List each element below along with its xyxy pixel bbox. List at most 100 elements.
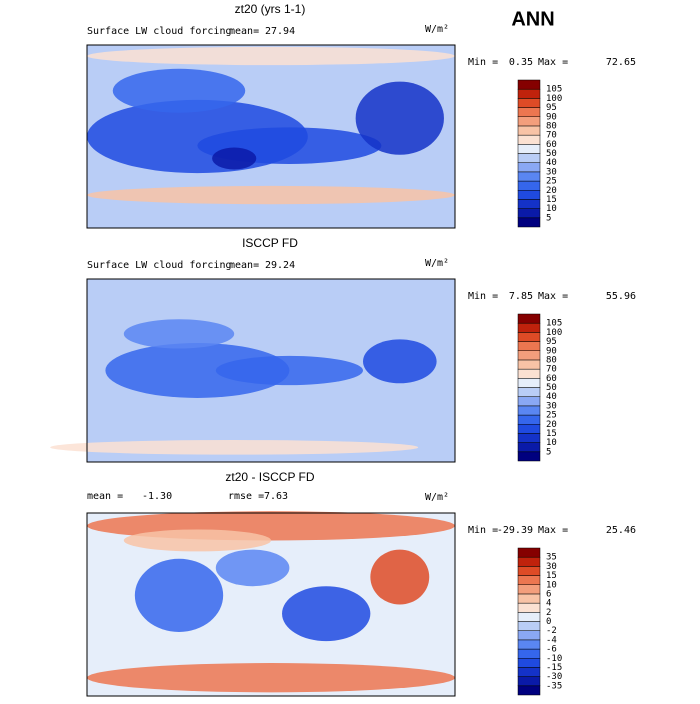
colorbar-box xyxy=(517,685,541,696)
map-region xyxy=(87,185,455,205)
mean-value: -1.30 xyxy=(142,491,172,502)
map-region xyxy=(87,663,455,693)
max-value: 25.46 xyxy=(606,525,636,536)
min-value: -29.39 xyxy=(497,525,533,536)
min-label: Min = xyxy=(468,525,498,536)
season-label: ANN xyxy=(511,8,554,30)
colorbar-box xyxy=(517,639,541,650)
panel-title: zt20 - ISCCP FD xyxy=(225,470,314,484)
rmse-label: rmse = xyxy=(228,491,264,502)
mean-label: mean= xyxy=(229,260,259,271)
variable-name: Surface LW cloud forcing xyxy=(87,26,232,37)
colorbar-box xyxy=(517,107,541,117)
colorbar-label: 20 xyxy=(546,420,557,430)
colorbar-box xyxy=(517,116,541,127)
colorbar-box xyxy=(517,451,541,462)
colorbar-label: 95 xyxy=(546,337,557,347)
colorbar-label: 60 xyxy=(546,140,557,150)
colorbar-box xyxy=(517,313,541,324)
colorbar-box xyxy=(517,171,541,182)
colorbar-box xyxy=(517,359,541,370)
map xyxy=(86,44,456,229)
map-region xyxy=(87,46,455,66)
colorbar-label: 5 xyxy=(546,447,551,457)
colorbar-box xyxy=(517,79,541,90)
colorbar-label: 105 xyxy=(546,85,562,95)
colorbar-label: 90 xyxy=(546,346,557,356)
map-frame xyxy=(86,512,456,697)
colorbar-box xyxy=(517,414,541,425)
panel-title: ISCCP FD xyxy=(242,236,298,250)
map xyxy=(86,511,456,697)
colorbar-label: 90 xyxy=(546,112,557,122)
colorbar-label: 50 xyxy=(546,149,557,159)
colorbar-box xyxy=(517,180,541,191)
colorbar-label: -6 xyxy=(546,645,557,655)
colorbar-label: 5 xyxy=(546,213,551,223)
colorbar-label: -2 xyxy=(546,626,557,636)
units: W/m² xyxy=(425,258,449,269)
max-label: Max = xyxy=(538,57,568,68)
colorbar-label: 25 xyxy=(546,411,557,421)
colorbar-label: 80 xyxy=(546,355,557,365)
mean-label: mean= xyxy=(229,26,259,37)
map-region xyxy=(105,343,290,398)
map-region xyxy=(112,68,246,113)
colorbar-box xyxy=(517,405,541,416)
map xyxy=(50,278,456,463)
colorbar-box xyxy=(517,153,541,163)
colorbar-box xyxy=(517,593,541,604)
max-value: 55.96 xyxy=(606,291,636,302)
colorbar-label: 70 xyxy=(546,365,557,375)
map-region xyxy=(282,586,371,642)
colorbar-box xyxy=(517,387,541,397)
colorbar-box xyxy=(517,88,541,99)
colorbar-box xyxy=(517,676,541,687)
colorbar-label: 40 xyxy=(546,158,557,168)
colorbar-box xyxy=(517,199,541,209)
colorbar-box xyxy=(517,368,541,379)
map-region xyxy=(355,81,444,155)
colorbar-label: 70 xyxy=(546,131,557,141)
colorbar-box xyxy=(517,602,541,613)
colorbar-box xyxy=(517,556,541,567)
colorbar-label: 2 xyxy=(546,608,551,618)
colorbar-box xyxy=(517,332,541,342)
colorbar-label: 30 xyxy=(546,562,557,572)
colorbar-label: -15 xyxy=(546,663,562,673)
colorbar-label: 60 xyxy=(546,374,557,384)
colorbar-label: 105 xyxy=(546,319,562,329)
colorbar-label: 50 xyxy=(546,383,557,393)
units: W/m² xyxy=(425,492,449,503)
colorbar-label: 40 xyxy=(546,392,557,402)
variable-name: Surface LW cloud forcing xyxy=(87,260,232,271)
colorbar-label: 100 xyxy=(546,94,562,104)
colorbar-box xyxy=(517,433,541,443)
map-region xyxy=(215,355,363,386)
colorbar-label: 30 xyxy=(546,401,557,411)
colorbar-label: 25 xyxy=(546,177,557,187)
colorbar-box xyxy=(517,547,541,558)
colorbar-box xyxy=(517,442,541,453)
colorbar-box xyxy=(517,584,541,595)
map-region xyxy=(123,319,235,349)
colorbar-label: -10 xyxy=(546,654,562,664)
colorbar-box xyxy=(517,322,541,333)
colorbar-label: 80 xyxy=(546,121,557,131)
colorbar-label: 10 xyxy=(546,204,557,214)
colorbar-box xyxy=(517,424,541,434)
colorbar-box xyxy=(517,612,541,622)
map-frame xyxy=(86,44,456,229)
max-label: Max = xyxy=(538,291,568,302)
map-region xyxy=(215,549,290,587)
colorbar-label: 15 xyxy=(546,429,557,439)
colorbar-label: 4 xyxy=(546,599,551,609)
min-value: 0.35 xyxy=(509,57,533,68)
colorbar-box xyxy=(517,667,541,677)
colorbar-box xyxy=(517,378,541,388)
map-frame xyxy=(86,278,456,463)
colorbar-box xyxy=(517,566,541,576)
colorbar-box xyxy=(517,98,541,108)
min-label: Min = xyxy=(468,57,498,68)
